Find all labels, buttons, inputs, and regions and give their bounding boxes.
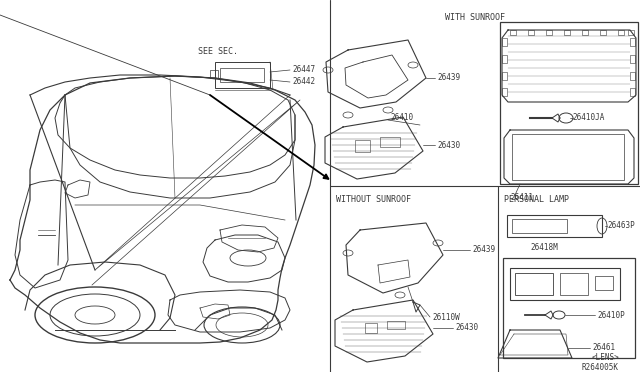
- Bar: [595, 276, 613, 290]
- Text: 26430: 26430: [437, 141, 460, 150]
- Text: 26461: 26461: [592, 343, 615, 353]
- Bar: [582, 30, 588, 35]
- Bar: [515, 273, 553, 295]
- Text: SEE SEC.: SEE SEC.: [198, 48, 238, 57]
- Bar: [380, 137, 400, 147]
- Text: 26418M: 26418M: [530, 244, 557, 253]
- Text: <LENS>: <LENS>: [592, 353, 620, 362]
- Bar: [618, 30, 624, 35]
- Text: 26410: 26410: [390, 113, 413, 122]
- Bar: [510, 268, 620, 300]
- Text: 26411: 26411: [510, 193, 533, 202]
- Bar: [210, 70, 218, 78]
- Bar: [502, 72, 507, 80]
- Text: 26410P: 26410P: [597, 311, 625, 320]
- Bar: [546, 30, 552, 35]
- Bar: [630, 55, 635, 63]
- Text: 26442: 26442: [292, 77, 315, 87]
- Bar: [502, 55, 507, 63]
- Bar: [564, 30, 570, 35]
- Bar: [630, 88, 635, 96]
- Bar: [528, 30, 534, 35]
- Bar: [502, 38, 507, 46]
- Text: 26463P: 26463P: [607, 221, 635, 231]
- Bar: [512, 134, 624, 180]
- Bar: [220, 68, 264, 82]
- Bar: [500, 22, 638, 184]
- Bar: [630, 38, 635, 46]
- Text: 26430: 26430: [455, 324, 478, 333]
- Bar: [628, 30, 634, 35]
- Bar: [387, 321, 405, 329]
- Text: 26439: 26439: [472, 246, 495, 254]
- Bar: [365, 323, 377, 333]
- Bar: [560, 273, 588, 295]
- Bar: [502, 88, 507, 96]
- Bar: [507, 215, 602, 237]
- Text: 26439: 26439: [437, 74, 460, 83]
- Bar: [512, 219, 567, 233]
- Text: PERSONAL LAMP: PERSONAL LAMP: [504, 196, 569, 205]
- Text: 26110W: 26110W: [432, 312, 460, 321]
- Bar: [503, 258, 635, 358]
- Bar: [630, 72, 635, 80]
- Bar: [510, 30, 516, 35]
- Text: WITHOUT SUNROOF: WITHOUT SUNROOF: [336, 196, 411, 205]
- Bar: [600, 30, 606, 35]
- Text: 26410JA: 26410JA: [572, 113, 604, 122]
- Text: R264005K: R264005K: [582, 362, 619, 372]
- Text: WITH SUNROOF: WITH SUNROOF: [445, 13, 505, 22]
- Text: 26447: 26447: [292, 65, 315, 74]
- Bar: [355, 140, 370, 152]
